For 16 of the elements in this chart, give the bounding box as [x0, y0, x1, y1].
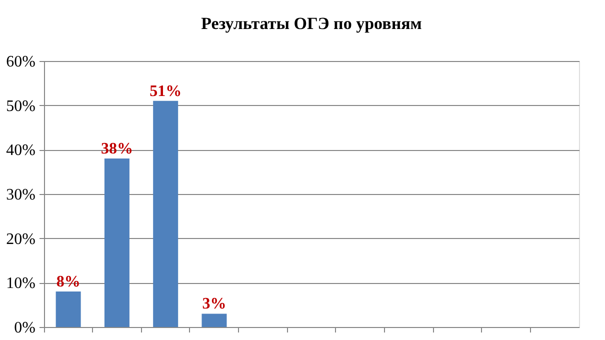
y-tick-label: 30%	[6, 186, 36, 204]
y-tick-label: 60%	[6, 54, 36, 70]
bar	[104, 158, 130, 327]
data-label: 51%	[150, 82, 182, 100]
y-tick-label: 0%	[14, 320, 36, 336]
data-label: 3%	[202, 296, 226, 313]
data-label: 8%	[56, 274, 80, 291]
bar	[202, 314, 227, 327]
bar	[153, 100, 178, 327]
y-tick-label: 40%	[6, 142, 36, 160]
y-tick-label: 50%	[6, 98, 36, 115]
data-label: 38%	[100, 140, 133, 158]
y-tick-label: 20%	[6, 230, 36, 248]
y-tick-label: 10%	[6, 275, 36, 292]
bar	[56, 292, 81, 327]
chart-title: Результаты ОГЭ по уровням	[201, 14, 422, 33]
